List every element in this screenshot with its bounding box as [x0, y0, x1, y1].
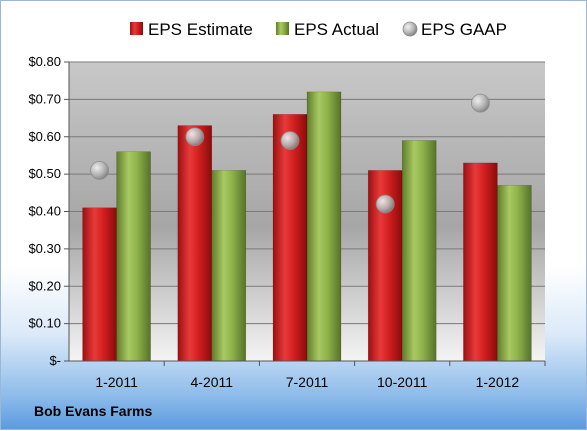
y-tick-label: $0.40 [28, 204, 61, 219]
bar-eps-estimate [272, 114, 308, 362]
bar-eps-actual [497, 185, 532, 362]
x-tick-label: 1-2012 [476, 374, 520, 390]
marker-eps-gaap [90, 160, 109, 180]
legend-label-eps-gaap: EPS GAAP [421, 20, 507, 39]
marker-eps-gaap [470, 93, 490, 113]
x-tick-label: 1-2011 [95, 374, 138, 390]
marker-eps-gaap [185, 127, 205, 147]
legend-label-eps-actual: EPS Actual [294, 20, 379, 39]
bar-eps-actual [401, 140, 437, 362]
y-tick-label: $0.80 [28, 54, 61, 69]
bar-eps-actual [306, 91, 342, 362]
bars [82, 91, 532, 362]
y-axis: $- $0.10 $0.20 $0.30 $0.40 $0.50 $0.60 $0.70 $0.… [28, 54, 70, 368]
y-tick-label: $0.10 [28, 316, 61, 331]
y-tick-label: $0.60 [28, 129, 61, 144]
bar-eps-estimate [177, 125, 213, 362]
legend-swatch-eps-actual [276, 22, 289, 35]
x-tick-label: 4-2011 [191, 374, 234, 390]
bar-eps-actual [211, 170, 247, 362]
marker-eps-gaap [280, 131, 300, 150]
x-tick-label: 7-2011 [286, 374, 329, 390]
y-tick-label: $- [49, 353, 61, 368]
bar-eps-estimate [463, 162, 498, 362]
legend-swatch-eps-gaap [402, 21, 418, 37]
legend-label-eps-estimate: EPS Estimate [148, 20, 253, 39]
x-axis: 1-2011 4-2011 7-2011 10-2011 1-2012 [69, 360, 546, 390]
y-tick-label: $0.30 [28, 241, 61, 256]
company-name: Bob Evans Farms [34, 403, 153, 419]
bar-eps-estimate [82, 207, 117, 362]
y-tick-label: $0.70 [28, 91, 61, 106]
marker-eps-gaap [375, 194, 395, 214]
legend: EPS Estimate EPS Actual EPS GAAP [130, 20, 507, 39]
legend-swatch-eps-estimate [130, 22, 143, 35]
bar-eps-actual [116, 151, 151, 362]
y-tick-label: $0.20 [28, 278, 61, 293]
gaap-markers [90, 93, 490, 214]
x-tick-label: 10-2011 [377, 374, 428, 390]
y-tick-label: $0.50 [28, 166, 61, 181]
